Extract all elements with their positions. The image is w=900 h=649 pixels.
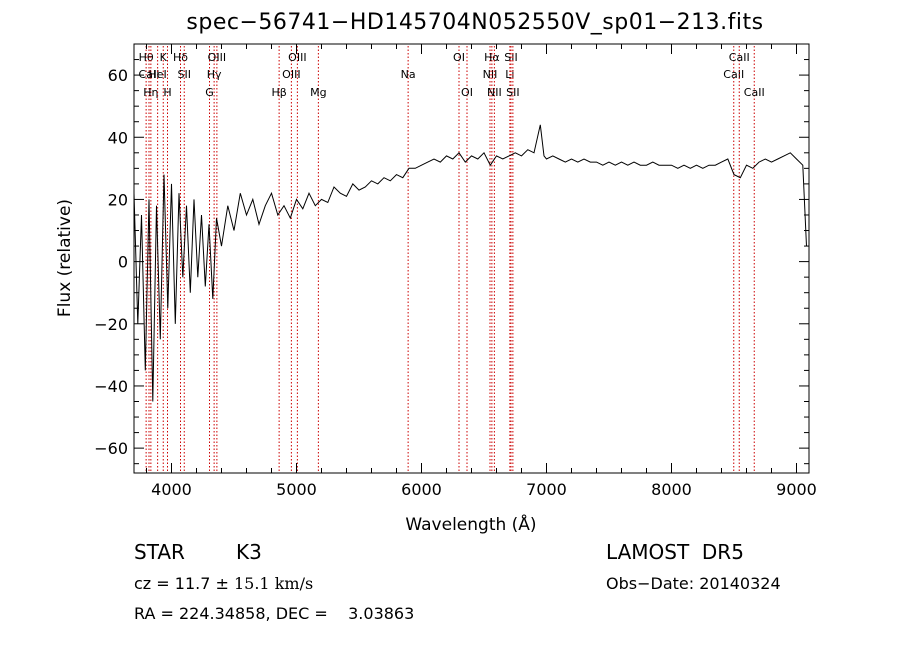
redshift-value: 15.1 km/s <box>233 574 314 593</box>
y-tick-label: 20 <box>108 190 128 209</box>
y-axis: −60 −40 −20 0 20 40 60 <box>94 59 809 465</box>
line-marker-label: OIII <box>208 51 226 64</box>
line-marker-label: HeI <box>148 68 166 81</box>
line-marker-label: Na <box>401 68 416 81</box>
x-tick-label: 5000 <box>276 480 317 499</box>
line-marker-label: H <box>163 86 171 99</box>
line-marker-label: NII <box>487 86 502 99</box>
observation-date: Obs−Date: 20140324 <box>606 574 781 593</box>
object-class: STAR <box>134 540 185 564</box>
survey-name: LAMOST DR5 <box>606 540 744 564</box>
flux-series-line <box>133 124 807 402</box>
y-tick-label: −40 <box>94 377 128 396</box>
line-marker-label: SII <box>506 86 519 99</box>
y-tick-label: −60 <box>94 439 128 458</box>
line-marker-label: OI <box>453 51 465 64</box>
x-axis: 4000 5000 6000 7000 8000 9000 <box>146 44 817 499</box>
x-tick-label: 4000 <box>151 480 192 499</box>
line-marker-label: SII <box>178 68 191 81</box>
x-tick-label: 8000 <box>651 480 692 499</box>
line-markers: Hθ CaII Hη HeI K H Hδ SII G Hγ OIII Hβ OIII OIII Mg Na O… <box>139 46 765 473</box>
line-marker-label: CaII <box>723 68 744 81</box>
x-tick-label: 7000 <box>526 480 567 499</box>
y-tick-label: 0 <box>118 253 128 272</box>
line-marker-label: OIII <box>288 51 306 64</box>
line-marker-label: K <box>160 51 168 64</box>
redshift-prefix: cz = 11.7 ± <box>134 574 234 593</box>
chart-title: spec−56741−HD145704N052550V_sp01−213.fit… <box>186 10 764 35</box>
line-marker-label: CaII <box>729 51 750 64</box>
line-marker-label: CaII <box>744 86 765 99</box>
y-tick-label: 40 <box>108 128 128 147</box>
x-axis-label: Wavelength (Å) <box>405 513 536 535</box>
line-marker-label: Hγ <box>207 68 222 81</box>
y-axis-label: Flux (relative) <box>55 199 75 317</box>
line-marker-label: SII <box>504 51 517 64</box>
line-marker-label: Hβ <box>271 86 286 99</box>
line-marker-label: Hη <box>143 86 158 99</box>
line-marker-label: Hθ <box>139 51 154 64</box>
line-marker-label: Mg <box>310 86 326 99</box>
x-tick-label: 9000 <box>776 480 817 499</box>
plot-frame <box>133 43 810 474</box>
redshift-line: cz = 11.7 ± 15.1 km/s <box>134 574 313 593</box>
coordinates: RA = 224.34858, DEC = 3.03863 <box>134 604 415 623</box>
y-tick-label: 60 <box>108 66 128 85</box>
object-subclass: K3 <box>236 540 262 564</box>
line-marker-label: G <box>205 86 214 99</box>
line-marker-label: OIII <box>282 68 300 81</box>
line-marker-label: NII <box>483 68 498 81</box>
line-marker-label: Hα <box>484 51 500 64</box>
line-marker-label: CaII <box>139 68 160 81</box>
line-marker-label: Li <box>505 68 514 81</box>
y-tick-label: −20 <box>94 315 128 334</box>
line-marker-label: Hδ <box>173 51 188 64</box>
x-tick-label: 6000 <box>401 480 442 499</box>
line-marker-label: OI <box>461 86 473 99</box>
